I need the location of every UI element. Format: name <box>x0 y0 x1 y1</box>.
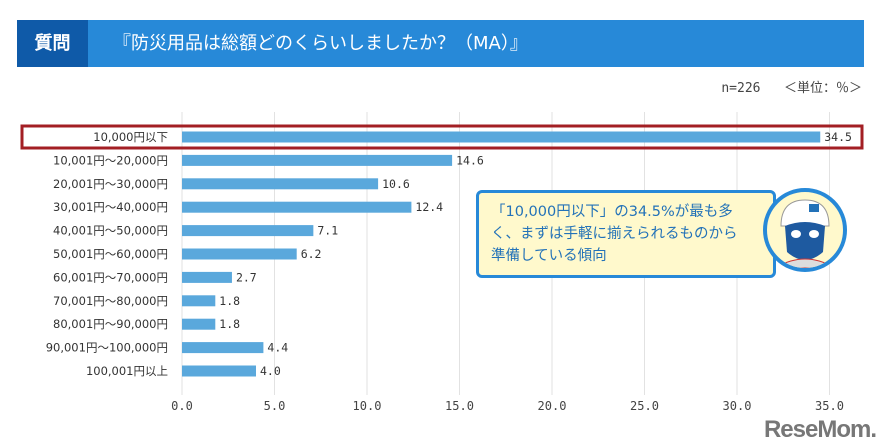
value-label: 4.0 <box>260 364 281 378</box>
value-label: 34.5 <box>824 130 852 144</box>
value-label: 4.4 <box>267 341 288 355</box>
unit-label: ＜単位：％＞ <box>783 81 862 96</box>
bar <box>182 295 216 307</box>
resemom-logo: ReseMom. <box>763 416 877 443</box>
bar <box>182 178 379 190</box>
category-label: 40,001円～50,000円 <box>53 224 168 238</box>
x-tick-label: 0.0 <box>171 399 193 413</box>
x-tick-label: 10.0 <box>353 399 382 413</box>
value-label: 7.1 <box>317 224 338 238</box>
category-label: 30,001円～40,000円 <box>53 200 168 214</box>
x-tick-label: 25.0 <box>630 399 659 413</box>
sample-size: n=226 <box>721 81 761 96</box>
category-label: 50,001円～60,000円 <box>53 247 168 261</box>
category-label: 10,001円～20,000円 <box>53 153 168 167</box>
value-label: 1.8 <box>219 294 240 308</box>
value-label: 6.2 <box>301 247 322 261</box>
highlight-box <box>20 124 864 150</box>
sample-unit: n=226 ＜単位：％＞ <box>721 77 862 96</box>
x-tick-label: 20.0 <box>538 399 567 413</box>
question-header: 質問 『防災用品は総額どのくらいしましたか？（MA）』 <box>17 20 864 67</box>
category-label: 20,001円～30,000円 <box>53 177 168 191</box>
bar <box>182 201 412 213</box>
value-label: 2.7 <box>236 270 257 284</box>
value-label: 10.6 <box>382 177 410 191</box>
bar <box>182 365 256 377</box>
value-label: 1.8 <box>219 317 240 331</box>
bar <box>182 154 453 166</box>
category-label: 60,001円～70,000円 <box>53 270 168 284</box>
bar <box>182 342 264 354</box>
mascot-avatar <box>763 188 847 272</box>
callout-bubble: 「10,000円以下」の34.5%が最も多く、まずは手軽に揃えられるものから準備… <box>476 190 776 278</box>
category-label: 100,001円以上 <box>86 364 168 378</box>
callout-text: 「10,000円以下」の34.5%が最も多く、まずは手軽に揃えられるものから準備… <box>491 204 738 264</box>
x-tick-label: 30.0 <box>723 399 752 413</box>
bar <box>182 318 216 330</box>
question-badge: 質問 <box>17 20 88 67</box>
bar <box>182 271 232 283</box>
page-title: 『防災用品は総額どのくらいしましたか？（MA）』 <box>113 33 528 54</box>
value-label: 14.6 <box>456 153 484 167</box>
x-tick-label: 5.0 <box>264 399 286 413</box>
bar <box>182 131 821 143</box>
category-label: 90,001円～100,000円 <box>46 341 168 355</box>
category-label: 10,000円以下 <box>93 130 168 144</box>
category-label: 80,001円～90,000円 <box>53 317 168 331</box>
value-label: 12.4 <box>415 200 443 214</box>
bar <box>182 248 297 260</box>
x-tick-label: 15.0 <box>445 399 474 413</box>
category-label: 70,001円～80,000円 <box>53 294 168 308</box>
bar <box>182 225 314 237</box>
x-tick-label: 35.0 <box>815 399 844 413</box>
